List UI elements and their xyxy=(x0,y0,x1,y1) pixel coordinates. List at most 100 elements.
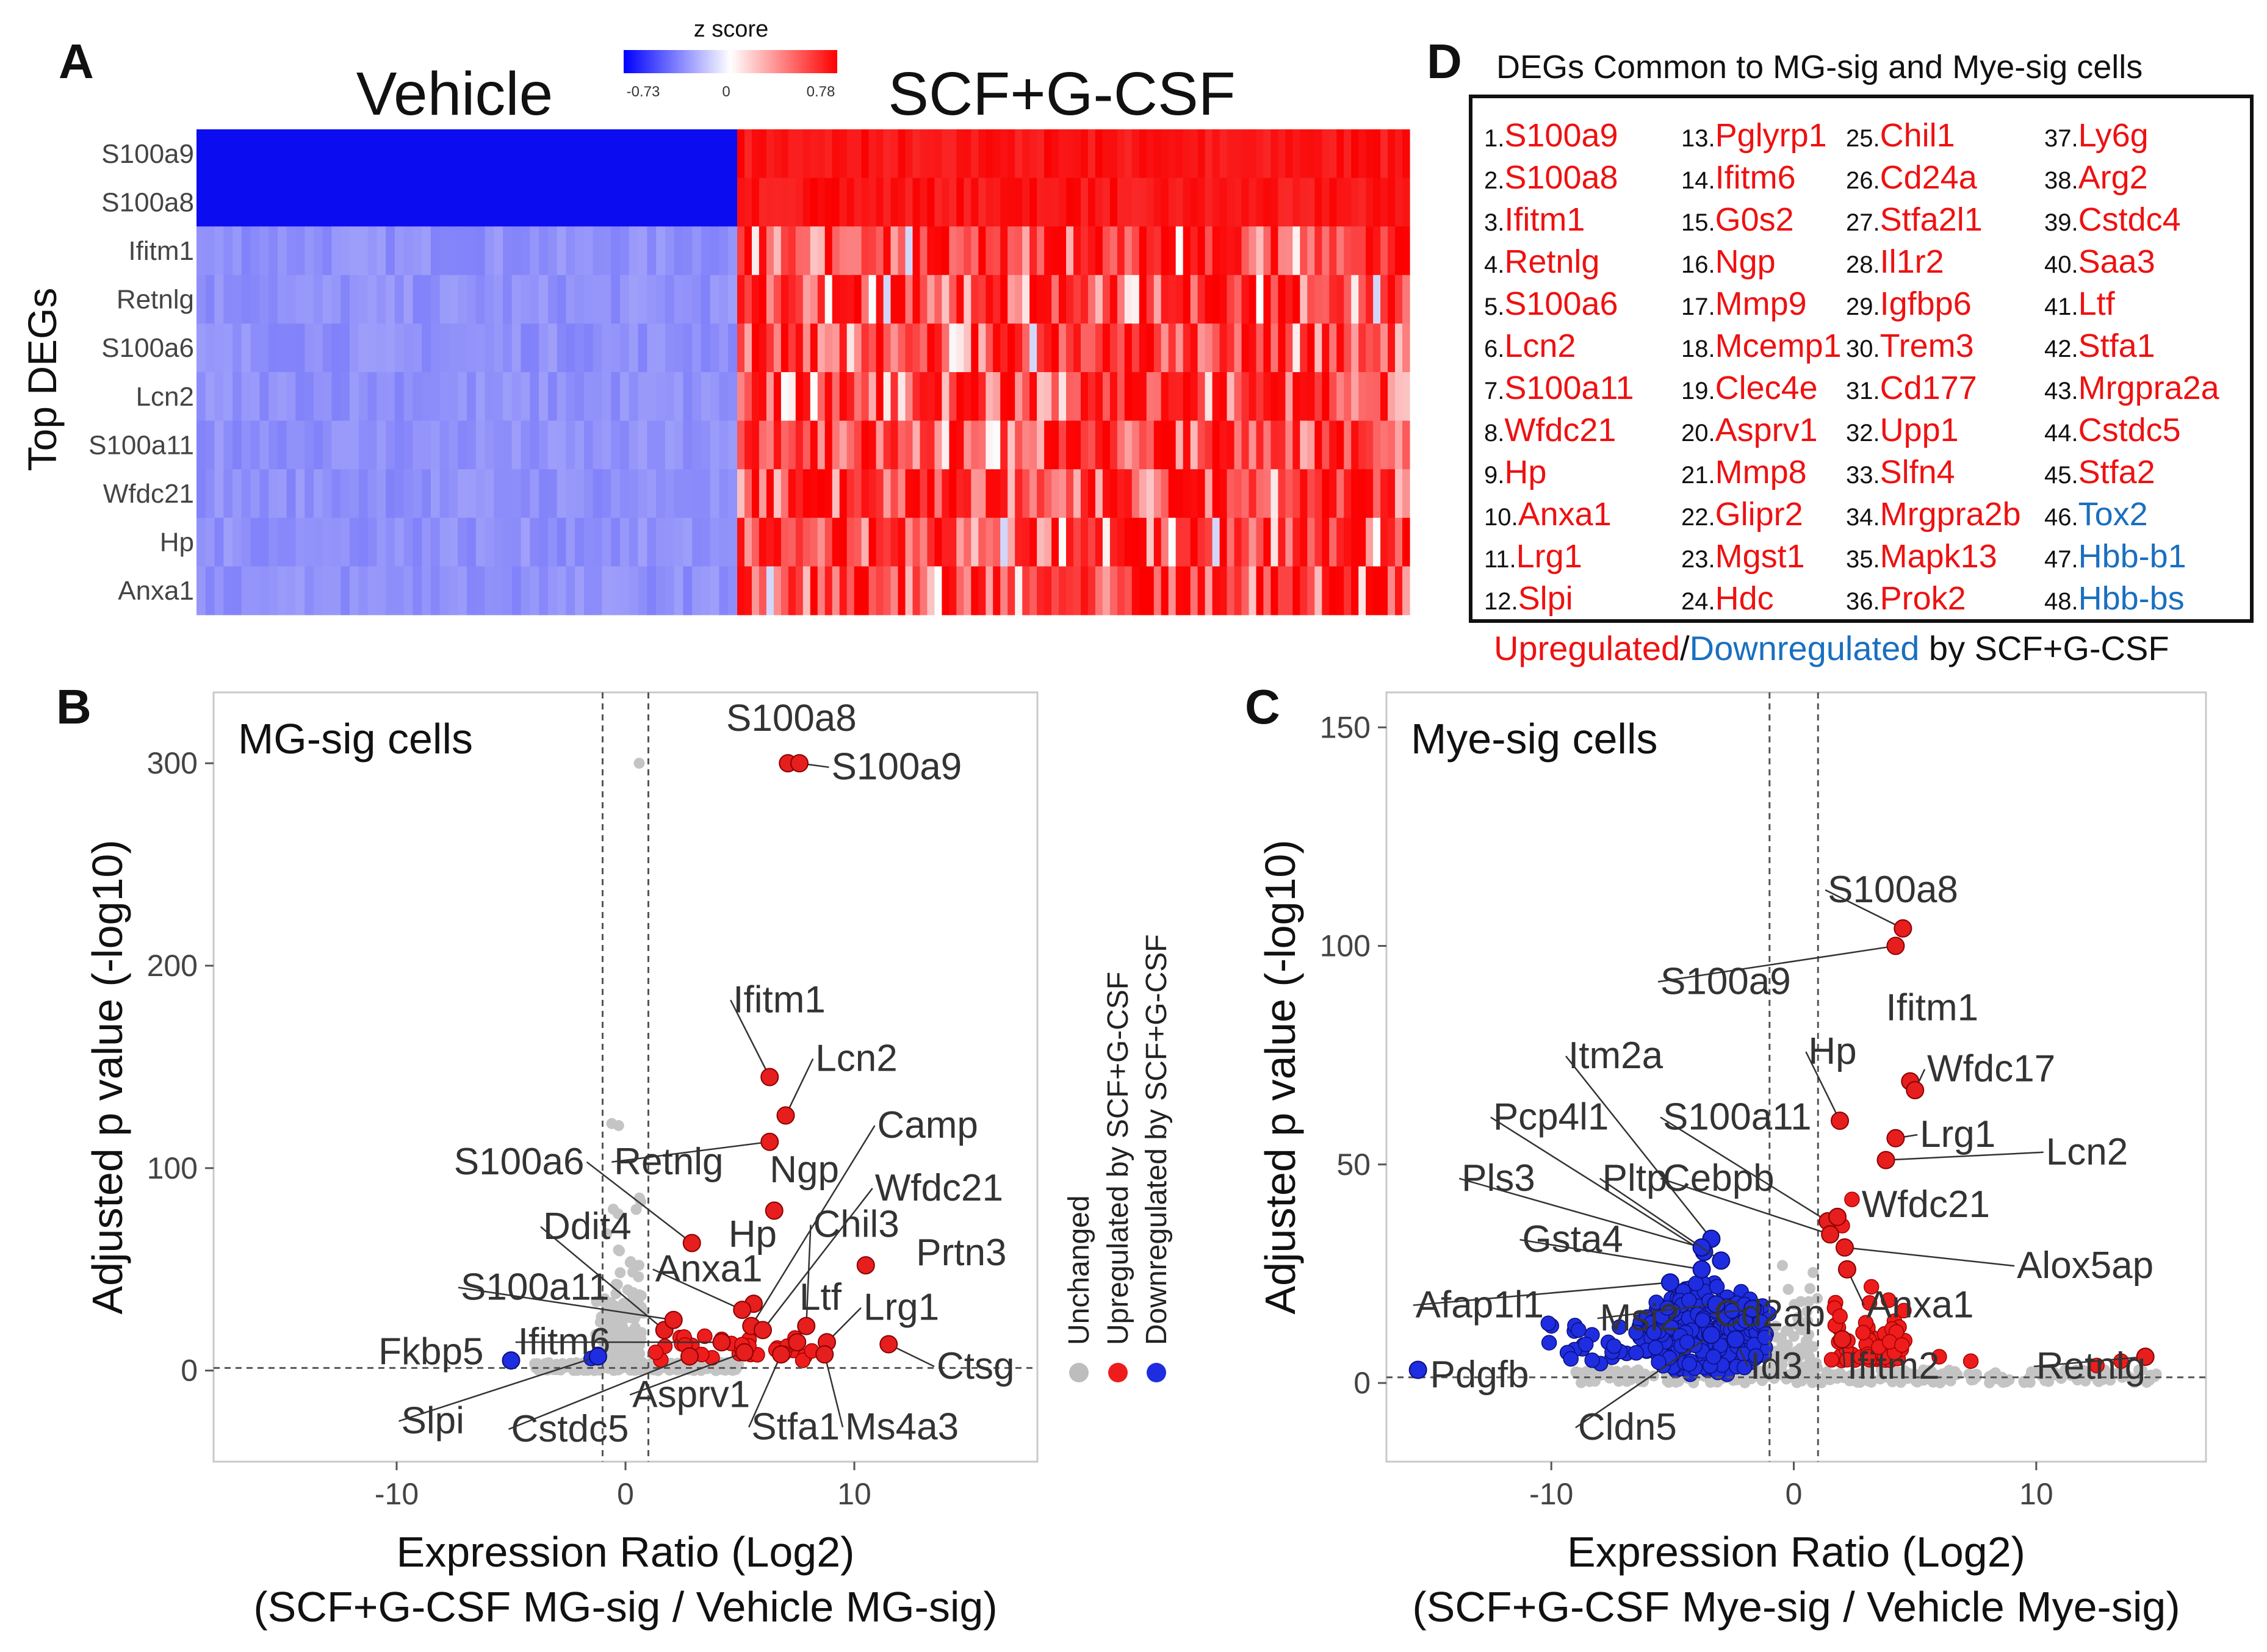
heatmap-cell xyxy=(832,178,840,227)
heatmap-cell xyxy=(692,372,702,421)
deg-entry-number: 33. xyxy=(1846,462,1880,489)
label-leader-line xyxy=(508,1356,690,1430)
deg-entry-gene: Ifitm6 xyxy=(1715,159,1796,196)
heatmap-cell xyxy=(1081,226,1089,276)
heatmap-cell xyxy=(817,517,826,567)
label-leader-line xyxy=(540,1226,665,1331)
heatmap-cell xyxy=(503,420,513,470)
heatmap-cell xyxy=(1081,323,1089,373)
heatmap-cell xyxy=(367,469,377,519)
heatmap-cell xyxy=(993,420,1001,470)
heatmap-cell xyxy=(905,566,914,616)
heatmap-cell xyxy=(1029,566,1037,616)
heatmap-cell xyxy=(832,420,840,470)
downregulated-point xyxy=(1648,1340,1663,1356)
point-label: Ctsg xyxy=(937,1345,1014,1387)
unchanged-point xyxy=(1802,1315,1814,1327)
heatmap-cell xyxy=(629,178,639,227)
heatmap-cell xyxy=(1081,469,1089,519)
heatmap-cell xyxy=(1000,469,1008,519)
heatmap-cell xyxy=(788,178,796,227)
heatmap-cell xyxy=(1234,178,1242,227)
heatmap-cell xyxy=(403,226,413,276)
point-label: S100a6 xyxy=(454,1141,585,1183)
label-leader-line xyxy=(1458,1177,1702,1249)
labeled-point xyxy=(1837,1260,1856,1279)
heatmap-cell xyxy=(927,420,935,470)
heatmap-cell xyxy=(890,372,899,421)
heatmap-cell xyxy=(403,372,413,421)
labeled-point xyxy=(1831,1112,1850,1130)
heatmap-cell xyxy=(773,275,782,324)
heatmap-cell xyxy=(250,517,260,567)
heatmap-cell xyxy=(744,420,752,470)
heatmap-cell xyxy=(638,275,647,324)
heatmap-cell xyxy=(788,372,796,421)
deg-entry: 31.Cd177 xyxy=(1846,370,1977,406)
heatmap-cell xyxy=(986,517,993,567)
heatmap-cell xyxy=(876,517,884,567)
heatmap-cell xyxy=(665,566,675,616)
heatmap-cell xyxy=(566,566,575,616)
heatmap-cell xyxy=(1322,178,1330,227)
heatmap-cell xyxy=(971,129,979,178)
heatmap-cell xyxy=(1219,469,1228,519)
heatmap-cell xyxy=(1358,323,1366,373)
labeled-point xyxy=(1821,1225,1840,1244)
downregulated-point xyxy=(1628,1324,1644,1341)
heatmap-cell xyxy=(780,517,789,567)
heatmap-cell xyxy=(861,420,870,470)
heatmap-cell xyxy=(1241,420,1250,470)
heatmap-cell xyxy=(1146,178,1155,227)
heatmap-cell xyxy=(214,129,224,178)
heatmap-cell xyxy=(1073,372,1081,421)
deg-entry-gene: Lcn2 xyxy=(1504,328,1576,364)
heatmap-cell xyxy=(1117,469,1125,519)
y-tick-label: 100 xyxy=(1320,929,1371,963)
heatmap-cell xyxy=(1212,420,1220,470)
heatmap-cell xyxy=(205,517,215,567)
heatmap-cell xyxy=(1007,372,1015,421)
heatmap-cell xyxy=(1131,420,1140,470)
heatmap-cell xyxy=(1249,129,1257,178)
heatmap-cell xyxy=(1329,420,1337,470)
heatmap-cell xyxy=(773,226,782,276)
labeled-point xyxy=(589,1347,607,1366)
heatmap-cell xyxy=(665,517,675,567)
heatmap-cell xyxy=(557,226,567,276)
heatmap-cell xyxy=(629,372,639,421)
unchanged-point xyxy=(635,1196,647,1207)
heatmap-cell xyxy=(1314,226,1322,276)
heatmap-cell xyxy=(1395,226,1403,276)
heatmap-cell xyxy=(993,226,1001,276)
heatmap-cell xyxy=(927,129,935,178)
heatmap-cell xyxy=(1109,129,1118,178)
heatmap-cell xyxy=(314,566,323,616)
labeled-point xyxy=(815,1345,834,1364)
y-tick-label: 100 xyxy=(147,1151,198,1185)
heatmap-cell xyxy=(305,517,314,567)
heatmap-cell xyxy=(277,517,287,567)
heatmap-cell xyxy=(593,323,603,373)
heatmap-cell xyxy=(1139,178,1147,227)
heatmap-cell xyxy=(719,517,729,567)
x-axis-subtitle: (SCF+G-CSF MG-sig / Vehicle MG-sig) xyxy=(253,1583,997,1631)
heatmap-cell xyxy=(759,178,767,227)
upregulated-point xyxy=(1863,1279,1880,1295)
heatmap-cell xyxy=(839,178,848,227)
point-label: Gsta4 xyxy=(1523,1218,1623,1260)
heatmap-cell xyxy=(593,226,603,276)
heatmap-cell xyxy=(1153,372,1162,421)
heatmap-cell xyxy=(1117,226,1125,276)
heatmap-cell xyxy=(701,323,711,373)
heatmap-cell xyxy=(1007,420,1015,470)
point-label: Itm2a xyxy=(1568,1035,1663,1077)
heatmap-cell xyxy=(1015,178,1023,227)
heatmap-cell xyxy=(1161,517,1169,567)
heatmap-cell xyxy=(511,323,522,373)
heatmap-cell xyxy=(701,566,711,616)
heatmap-cell xyxy=(377,420,386,470)
heatmap-cell xyxy=(934,178,942,227)
heatmap-cell xyxy=(394,420,405,470)
